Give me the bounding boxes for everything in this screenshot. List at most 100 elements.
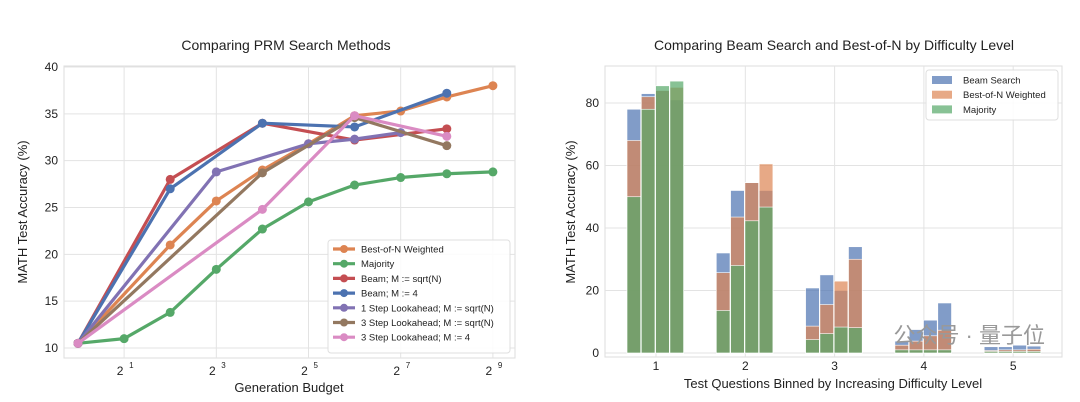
y-tick-label: 60 <box>586 159 600 173</box>
y-tick-label: 20 <box>586 284 600 298</box>
y-tick-label: 40 <box>586 221 600 235</box>
x-tick-exponent: 5 <box>314 361 319 370</box>
data-point <box>257 224 267 234</box>
data-point <box>165 307 175 317</box>
bar <box>715 310 731 354</box>
bar <box>833 326 849 354</box>
data-point <box>211 196 221 206</box>
data-point <box>442 88 452 98</box>
x-tick-label: 4 <box>921 359 928 373</box>
right-chart: 0 20 40 60 80 1 2 3 4 5 Beam Search Best-of-N Weigh… <box>586 65 1063 373</box>
bar <box>894 349 909 354</box>
series-line <box>76 115 448 345</box>
legend-label: Beam; M := sqrt(N) <box>361 274 442 285</box>
data-point <box>304 197 313 207</box>
watermark: 公众号 · 量子位 <box>893 323 1045 348</box>
legend-marker <box>340 333 348 342</box>
y-tick-label: 20 <box>45 247 59 261</box>
x-tick-exponent: 1 <box>129 361 134 370</box>
bar <box>640 108 656 354</box>
legend-label: 3 Step Lookahead; M := sqrt(N) <box>361 318 494 329</box>
bar <box>848 327 863 354</box>
legend-marker <box>340 289 348 298</box>
left-x-axis-label: Generation Budget <box>234 380 344 395</box>
legend-swatch <box>932 105 952 114</box>
legend-swatch <box>932 76 952 84</box>
legend-label: Majority <box>361 259 395 270</box>
x-tick-label: 2 <box>117 364 124 378</box>
data-point <box>165 184 175 194</box>
data-point <box>211 264 221 274</box>
legend <box>925 69 1059 121</box>
legend-label: Best-of-N Weighted <box>361 245 444 256</box>
x-tick-label: 2 <box>393 364 400 378</box>
y-tick-label: 80 <box>586 96 600 110</box>
bar <box>998 351 1013 354</box>
legend-marker <box>340 303 348 312</box>
data-point <box>488 167 498 177</box>
data-point <box>442 169 452 179</box>
series-line <box>77 114 448 345</box>
bar <box>805 339 820 354</box>
legend-label: Beam Search <box>963 76 1021 87</box>
bar <box>744 220 759 354</box>
data-point <box>396 173 406 183</box>
data-point <box>442 141 452 151</box>
bar <box>730 265 745 354</box>
y-tick-label: 0 <box>592 346 599 360</box>
x-tick-label: 3 <box>831 359 838 373</box>
legend-marker <box>340 318 348 327</box>
legend-label: Beam; M := 4 <box>361 289 418 300</box>
bar <box>758 206 774 354</box>
y-tick-label: 10 <box>45 341 59 355</box>
bar <box>1026 351 1042 354</box>
legend-marker <box>340 259 348 268</box>
data-point <box>119 334 129 344</box>
bar <box>1012 351 1027 354</box>
left-y-axis-label: MATH Test Accuracy (%) <box>15 140 30 283</box>
data-point <box>211 167 221 177</box>
bar <box>819 333 834 354</box>
right-chart-title: Comparing Beam Search and Best-of-N by D… <box>654 37 1014 53</box>
x-tick-exponent: 9 <box>498 361 503 370</box>
data-point <box>488 81 498 91</box>
x-tick-label: 1 <box>653 359 660 373</box>
x-tick-exponent: 7 <box>406 361 411 370</box>
bar <box>937 349 952 354</box>
data-point <box>257 118 267 128</box>
legend-label: Majority <box>963 105 997 116</box>
series-line <box>77 170 493 345</box>
legend <box>327 239 511 354</box>
data-point <box>350 111 360 121</box>
legend-label: 1 Step Lookahead; M := sqrt(N) <box>361 303 494 314</box>
data-point <box>165 174 175 184</box>
data-point <box>350 122 360 132</box>
data-point <box>442 124 452 134</box>
x-tick-exponent: 3 <box>221 361 226 370</box>
bar <box>908 349 924 354</box>
legend-label: Best-of-N Weighted <box>963 90 1046 101</box>
legend-swatch <box>932 90 952 99</box>
y-tick-label: 25 <box>45 201 59 215</box>
bar <box>626 196 641 354</box>
data-point <box>165 240 175 250</box>
x-tick-label: 5 <box>1010 359 1017 373</box>
legend-label: 3 Step Lookahead; M := 4 <box>361 333 470 344</box>
data-point <box>73 338 83 348</box>
y-tick-label: 40 <box>45 60 59 74</box>
bar <box>983 351 999 354</box>
data-point <box>350 180 360 190</box>
legend-marker <box>340 274 348 283</box>
x-tick-label: 2 <box>486 364 493 378</box>
data-point <box>442 131 452 141</box>
y-tick-label: 30 <box>45 154 59 168</box>
data-point <box>257 204 267 214</box>
data-point <box>350 134 360 144</box>
right-x-axis-label: Test Questions Binned by Increasing Diff… <box>684 376 982 391</box>
y-tick-label: 35 <box>45 107 59 121</box>
bar <box>923 349 938 354</box>
bar <box>655 85 670 354</box>
